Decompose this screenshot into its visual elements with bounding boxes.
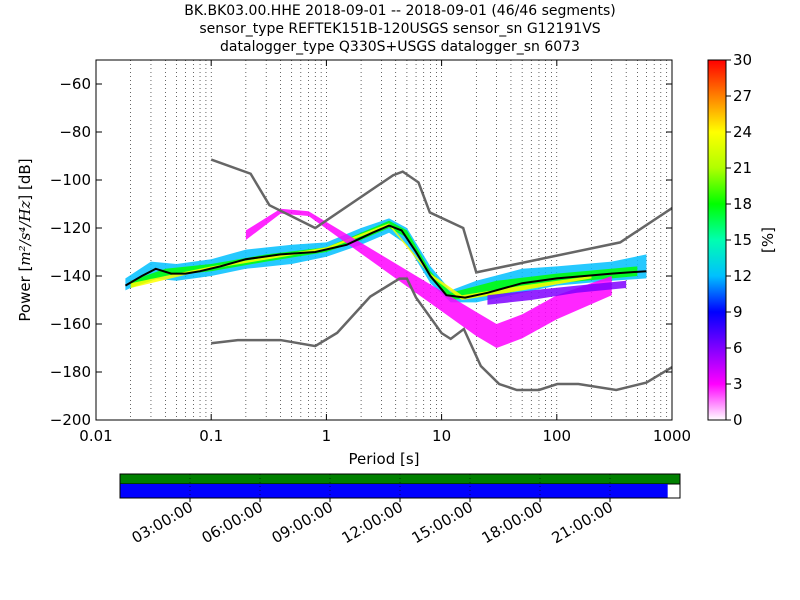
time-tick-label: 15:00:00	[409, 498, 476, 547]
colorbar-tick-label: 27	[733, 87, 752, 105]
y-tick-label: −200	[50, 411, 91, 429]
colorbar-tick-label: 21	[733, 159, 752, 177]
colorbar-tick-label: 18	[733, 195, 752, 213]
mode-curve-group	[124, 224, 647, 299]
title-line-3: datalogger_type Q330S+USGS datalogger_sn…	[220, 39, 580, 55]
x-tick-label: 10	[432, 427, 451, 445]
high-noise-model-line	[210, 158, 672, 274]
colorbar-tick-label: 24	[733, 123, 752, 141]
y-tick-label: −140	[50, 267, 91, 285]
colorbar-tick-label: 30	[733, 51, 752, 69]
title-line-2: sensor_type REFTEK151B-120USGS sensor_sn…	[199, 21, 601, 37]
grid-lines	[130, 60, 668, 420]
density-bands	[125, 208, 647, 348]
colorbar-ticks: 0 3 6 9 12 15 18 21 24 27 30	[726, 51, 752, 429]
time-tick-label: 18:00:00	[479, 498, 546, 547]
y-tick-label: −160	[50, 315, 91, 333]
y-tick-label: −60	[59, 75, 91, 93]
y-tick-label: −120	[50, 219, 91, 237]
time-tick-label: 03:00:00	[129, 498, 196, 547]
x-axis-label: Period [s]	[348, 450, 419, 468]
availability-row-2	[120, 484, 668, 498]
x-tick-label: 1	[322, 427, 332, 445]
time-tick-label: 21:00:00	[549, 498, 616, 547]
colorbar-tick-label: 6	[733, 339, 743, 357]
plot-frame	[95, 59, 673, 421]
y-axis-label: Power [m²/s⁴/Hz] [dB]	[16, 158, 34, 321]
density-band	[487, 280, 627, 305]
colorbar-tick-label: 15	[733, 231, 752, 249]
colorbar-label: [%]	[759, 227, 777, 253]
x-tick-label: 1000	[653, 427, 691, 445]
y-tick-label: −180	[50, 363, 91, 381]
density-band	[130, 220, 638, 300]
colorbar-tick-label: 12	[733, 267, 752, 285]
x-tick-label: 0.1	[199, 427, 223, 445]
title-line-1: BK.BK03.00.HHE 2018-09-01 -- 2018-09-01 …	[184, 3, 616, 19]
colorbar-tick-label: 3	[733, 375, 743, 393]
time-tick-label: 09:00:00	[269, 498, 336, 547]
noise-models	[210, 158, 672, 392]
y-tick-label: −100	[50, 171, 91, 189]
x-tick-label: 0.01	[79, 427, 112, 445]
time-tick-label: 06:00:00	[199, 498, 266, 547]
mode-curve	[124, 224, 647, 299]
axis-ticks: 0.01 0.1 1 10 100 1000 −200 −180 −160 −140 −120 −10…	[50, 60, 691, 445]
colorbar-tick-label: 0	[733, 411, 743, 429]
low-noise-model-line	[211, 277, 672, 392]
time-tick-label: 12:00:00	[339, 498, 406, 547]
y-tick-label: −80	[59, 123, 91, 141]
colorbar	[707, 59, 727, 421]
x-tick-label: 100	[542, 427, 571, 445]
colorbar-tick-label: 9	[733, 303, 743, 321]
